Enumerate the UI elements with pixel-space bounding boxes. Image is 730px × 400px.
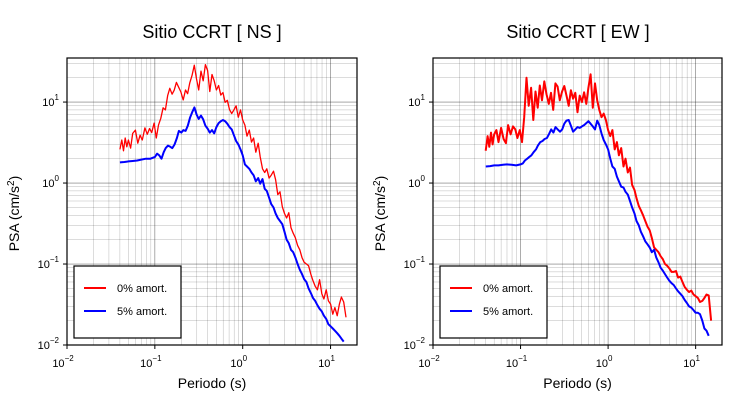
series-line-damped xyxy=(119,106,345,343)
series-line-damped xyxy=(485,119,710,337)
chart-panel-1: 10−2 10−1 100 101 10−2 10−1 100 101 Sitio CCRT [… xyxy=(6,22,358,391)
series-line-undamped xyxy=(484,73,713,321)
x-tick-label: 10−2 xyxy=(418,354,440,370)
series-line-undamped xyxy=(119,63,347,318)
plot-frame xyxy=(66,57,358,346)
y-tick-label: 101 xyxy=(408,93,425,109)
x-tick-label: 100 xyxy=(596,354,613,370)
legend: 0% amort. 5% amort. xyxy=(73,265,182,339)
plot-frame xyxy=(432,57,723,346)
x-axis-label: Periodo (s) xyxy=(178,375,246,391)
x-axis-label: Periodo (s) xyxy=(543,375,611,391)
legend-box xyxy=(439,265,548,339)
y-tick-label: 10−1 xyxy=(404,255,426,271)
grid xyxy=(432,58,723,346)
legend-label: 0% amort. xyxy=(117,283,167,295)
x-tick-label: 101 xyxy=(683,354,700,370)
legend-box xyxy=(73,265,182,339)
x-tick-label: 100 xyxy=(230,354,247,370)
x-tick-label: 10−1 xyxy=(140,354,162,370)
y-tick-label: 10−1 xyxy=(38,255,60,271)
legend-label: 5% amort. xyxy=(483,306,533,318)
axis-ticks xyxy=(63,101,332,349)
legend: 0% amort. 5% amort. xyxy=(439,265,548,339)
y-axis-label: PSA (cm/s2) xyxy=(372,176,388,252)
legend-label: 5% amort. xyxy=(117,306,167,318)
x-tick-label: 101 xyxy=(318,354,335,370)
y-tick-label: 101 xyxy=(42,93,59,109)
chart-title: Sitio CCRT [ NS ] xyxy=(142,22,281,42)
y-tick-label: 100 xyxy=(42,174,59,190)
axis-ticks xyxy=(429,101,697,349)
y-tick-label: 10−2 xyxy=(38,336,60,352)
y-tick-label: 100 xyxy=(408,174,425,190)
y-axis-label: PSA (cm/s2) xyxy=(6,176,22,252)
chart-title: Sitio CCRT [ EW ] xyxy=(506,22,649,42)
chart-panel-2: 10−2 10−1 100 101 10−2 10−1 100 101 Sitio CCRT [… xyxy=(372,22,723,391)
x-tick-label: 10−2 xyxy=(52,354,74,370)
x-tick-label: 10−1 xyxy=(506,354,528,370)
legend-label: 0% amort. xyxy=(483,283,533,295)
y-tick-label: 10−2 xyxy=(404,336,426,352)
